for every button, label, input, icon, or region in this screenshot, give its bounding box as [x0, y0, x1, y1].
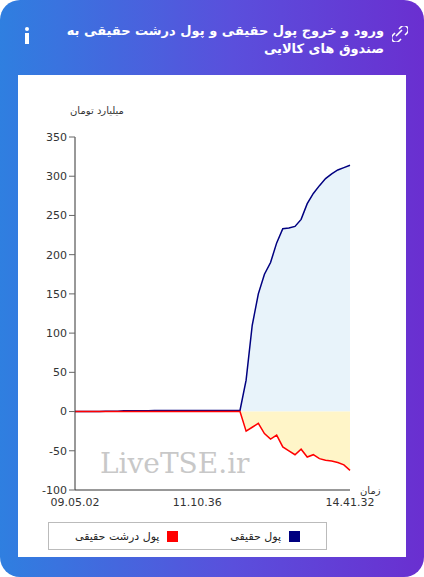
- svg-text:250: 250: [46, 209, 67, 222]
- svg-text:0: 0: [60, 405, 67, 418]
- svg-text:350: 350: [46, 131, 67, 144]
- svg-text:14.41.32: 14.41.32: [326, 496, 375, 509]
- svg-text:09.05.02: 09.05.02: [51, 496, 100, 509]
- html-text:LiveTSE.ir: LiveTSE.ir: [100, 447, 250, 480]
- html-text:زمان: زمان: [360, 485, 381, 496]
- html-text:پول درشت حقیقی: پول درشت حقیقی: [75, 529, 160, 543]
- svg-text:11.10.36: 11.10.36: [173, 496, 222, 509]
- html-text:پول حقیقی: پول حقیقی: [230, 529, 281, 543]
- svg-text:50: 50: [53, 366, 67, 379]
- svg-text:300: 300: [46, 170, 67, 183]
- svg-text:200: 200: [46, 249, 67, 262]
- svg-text:-100: -100: [42, 484, 67, 497]
- svg-text:-50: -50: [49, 445, 67, 458]
- html-text:میلیارد تومان: میلیارد تومان: [70, 105, 124, 116]
- svg-text:150: 150: [46, 288, 67, 301]
- html-text:ورود و خروج پول حقیقی و پول در: ورود و خروج پول حقیقی و پول درشت حقیقی ب…: [66, 23, 384, 56]
- svg-text:100: 100: [46, 327, 67, 340]
